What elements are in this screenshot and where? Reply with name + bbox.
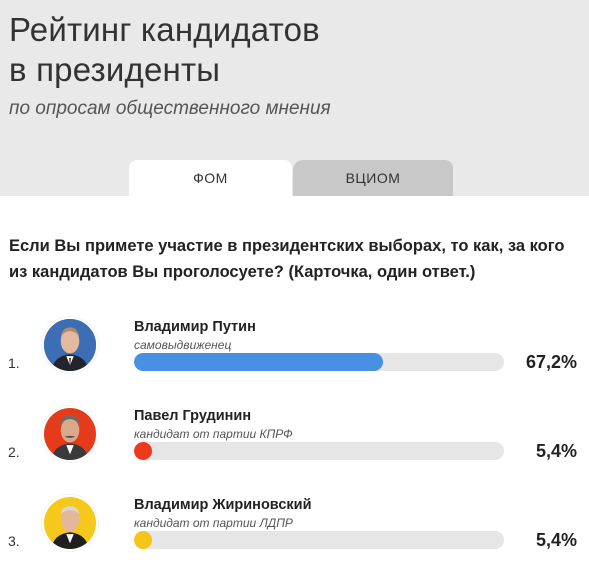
tab-vciom[interactable]: ВЦИОМ	[293, 160, 453, 196]
tab-fom[interactable]: ФОМ	[129, 160, 292, 196]
candidate-bar-track	[134, 531, 504, 549]
candidate-bar-fill	[134, 442, 152, 460]
candidate-bar-track	[134, 353, 504, 371]
candidate-party: кандидат от партии КПРФ	[134, 427, 293, 441]
page-header: Рейтинг кандидатов в президенты по опрос…	[0, 0, 589, 196]
candidate-percent: 5,4%	[535, 441, 577, 461]
candidate-row: 1. Владимир Путин самовыдвиженец 67,2%	[0, 315, 589, 395]
candidate-name: Павел Грудинин	[134, 408, 252, 424]
page-title: Рейтинг кандидатов в президенты	[9, 10, 320, 90]
grudinin-portrait-icon	[42, 406, 98, 462]
page-title-line2: в президенты	[9, 51, 221, 88]
candidate-rank: 2.	[8, 444, 20, 460]
page-title-line1: Рейтинг кандидатов	[9, 11, 320, 48]
candidate-name: Владимир Жириновский	[134, 497, 312, 513]
candidate-party: самовыдвиженец	[134, 338, 232, 352]
candidate-percent: 5,4%	[535, 530, 577, 550]
poll-question: Если Вы примете участие в президентских …	[9, 237, 565, 281]
zhirinovsky-portrait-icon	[42, 495, 98, 551]
candidate-percent: 67,2%	[525, 352, 577, 372]
candidate-bar-fill	[134, 353, 383, 371]
putin-portrait-icon	[42, 317, 98, 373]
candidate-bar-track	[134, 442, 504, 460]
candidate-rank: 3.	[8, 533, 20, 549]
candidate-party: кандидат от партии ЛДПР	[134, 516, 293, 530]
poll-tabs: ФОМ ВЦИОМ	[0, 160, 589, 196]
candidate-rank: 1.	[8, 355, 20, 371]
candidate-name: Владимир Путин	[134, 319, 256, 335]
candidate-row: 2. Павел Грудинин кандидат от партии КПР…	[0, 404, 589, 484]
page-subtitle: по опросам общественного мнения	[9, 98, 331, 119]
candidate-row: 3. Владимир Жириновский кандидат от парт…	[0, 493, 589, 573]
candidate-bar-fill	[134, 531, 152, 549]
